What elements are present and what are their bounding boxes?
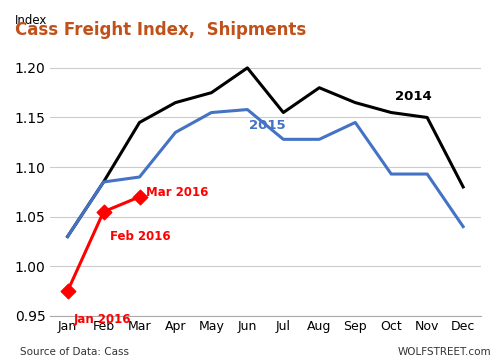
Point xyxy=(100,209,108,215)
Text: Mar 2016: Mar 2016 xyxy=(146,186,208,199)
Text: Source of Data: Cass: Source of Data: Cass xyxy=(20,348,129,358)
Text: Feb 2016: Feb 2016 xyxy=(110,230,171,243)
Text: WOLFSTREET.com: WOLFSTREET.com xyxy=(397,348,491,358)
Text: 2014: 2014 xyxy=(395,90,432,103)
Text: Jan 2016: Jan 2016 xyxy=(74,313,131,326)
Text: Cass Freight Index,  Shipments: Cass Freight Index, Shipments xyxy=(15,21,307,39)
Point xyxy=(63,288,71,294)
Point xyxy=(135,194,143,200)
Text: 2015: 2015 xyxy=(249,120,286,132)
Text: Index: Index xyxy=(15,14,48,27)
